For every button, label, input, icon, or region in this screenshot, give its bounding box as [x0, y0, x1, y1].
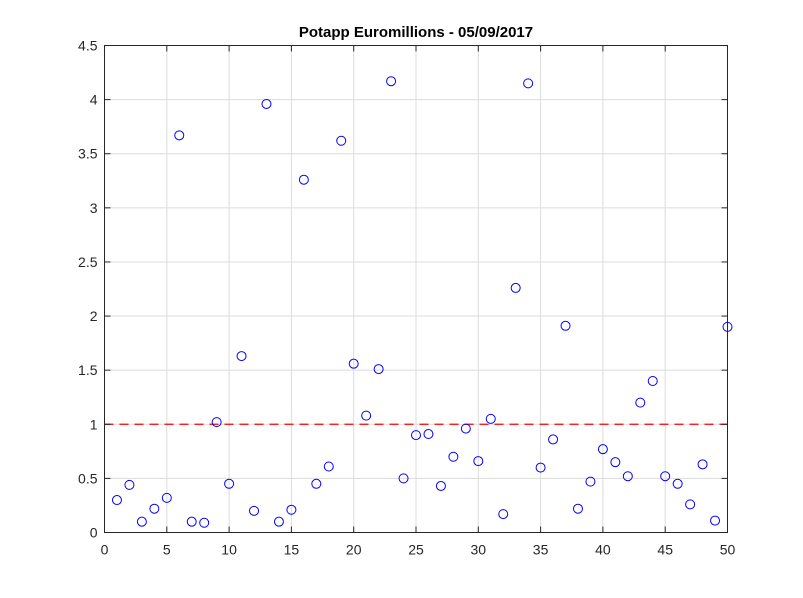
data-point: [560, 320, 571, 331]
y-tick-label: 3.5: [78, 146, 98, 162]
data-point: [311, 478, 322, 489]
y-tick-label: 1: [90, 416, 98, 432]
y-tick-label: 3: [90, 200, 98, 216]
grid: [104, 45, 728, 533]
data-point: [361, 410, 372, 421]
x-tick-label: 25: [408, 542, 424, 558]
data-points: [111, 76, 733, 528]
data-point: [572, 503, 583, 514]
y-tick-label: 1.5: [78, 362, 98, 378]
data-point: [261, 98, 272, 109]
data-point: [635, 397, 646, 408]
x-tick-label: 5: [163, 542, 171, 558]
data-point: [523, 78, 534, 89]
data-point: [622, 471, 633, 482]
data-point: [298, 174, 309, 185]
data-point: [161, 492, 172, 503]
axis-ticks: 0 5 10 15 20 25 30 35 40 45 50 0 0.5 1 1.5 2 2.5 3 3.5 4 4.5: [78, 38, 735, 558]
data-point: [136, 516, 147, 527]
data-point: [660, 471, 671, 482]
data-point: [211, 417, 222, 428]
data-point: [236, 351, 247, 362]
x-tick-label: 30: [471, 542, 487, 558]
data-point: [273, 516, 284, 527]
data-point: [672, 478, 683, 489]
chart-title: Potapp Euromillions - 05/09/2017: [299, 24, 533, 41]
x-tick-label: 10: [221, 542, 237, 558]
y-tick-label: 4.5: [78, 38, 98, 54]
y-tick-label: 4: [90, 92, 98, 108]
y-tick-label: 2.5: [78, 254, 98, 270]
data-point: [460, 423, 471, 434]
data-point: [535, 462, 546, 473]
x-tick-label: 40: [595, 542, 611, 558]
data-point: [548, 434, 559, 445]
data-point: [473, 456, 484, 467]
data-point: [448, 451, 459, 462]
data-point: [323, 461, 334, 472]
data-point: [423, 429, 434, 440]
data-point: [174, 130, 185, 141]
data-point: [597, 444, 608, 455]
data-point: [398, 473, 409, 484]
y-tick-label: 0.5: [78, 470, 98, 486]
data-point: [348, 358, 359, 369]
data-point: [124, 479, 135, 490]
data-point: [697, 459, 708, 470]
data-point: [149, 503, 160, 514]
y-tick-label: 2: [90, 308, 98, 324]
data-point: [224, 478, 235, 489]
x-tick-label: 15: [284, 542, 300, 558]
data-point: [585, 476, 596, 487]
data-point: [710, 515, 721, 526]
data-point: [411, 430, 421, 441]
x-tick-label: 50: [720, 542, 736, 558]
data-point: [435, 480, 446, 491]
data-point: [336, 135, 347, 146]
data-point: [199, 517, 210, 528]
x-tick-label: 35: [533, 542, 549, 558]
data-point: [685, 499, 696, 510]
data-point: [186, 516, 197, 527]
y-tick-label: 0: [90, 525, 98, 541]
data-point: [485, 413, 496, 424]
data-point: [510, 282, 521, 293]
data-point: [647, 375, 658, 386]
data-point: [111, 495, 122, 506]
x-tick-label: 45: [657, 542, 673, 558]
x-tick-label: 0: [101, 542, 109, 558]
data-point: [610, 457, 621, 468]
data-point: [386, 76, 397, 87]
x-tick-label: 20: [346, 542, 362, 558]
data-point: [373, 364, 384, 375]
data-point: [286, 504, 297, 515]
data-point: [498, 509, 509, 520]
data-point: [249, 505, 260, 516]
